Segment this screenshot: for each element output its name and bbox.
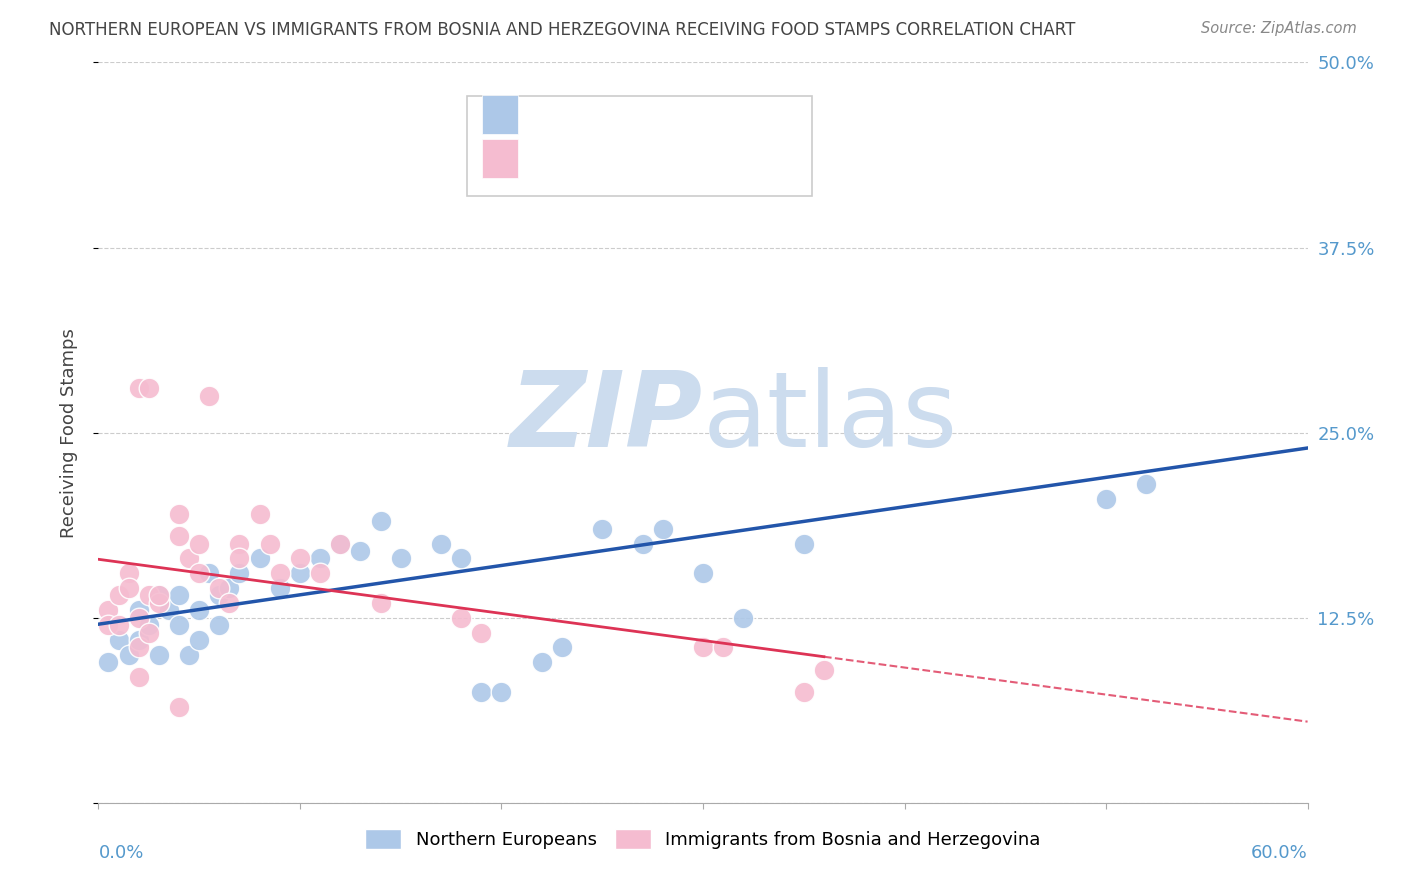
Point [228, 536, 250, 550]
Point [97, 603, 120, 617]
Point [228, 566, 250, 581]
Point [167, 618, 190, 632]
Point [288, 566, 311, 581]
Point [389, 551, 412, 566]
Point [179, 551, 201, 566]
Point [118, 566, 141, 581]
Point [470, 625, 492, 640]
Point [128, 603, 150, 617]
Point [188, 536, 211, 550]
Point [651, 522, 673, 536]
Point [631, 136, 654, 151]
Point [470, 685, 492, 699]
Text: 60.0%: 60.0% [1251, 844, 1308, 862]
Point [148, 648, 170, 662]
Point [188, 566, 211, 581]
Point [551, 640, 574, 655]
Point [138, 618, 160, 632]
Point [813, 663, 835, 677]
Point [259, 536, 281, 550]
Point [793, 536, 815, 550]
Point [208, 589, 231, 603]
Point [167, 529, 190, 543]
Point [1135, 477, 1157, 491]
Point [591, 522, 613, 536]
Point [167, 507, 190, 521]
Point [228, 551, 250, 566]
Point [148, 596, 170, 610]
Point [450, 610, 472, 624]
Point [692, 566, 714, 581]
Point [288, 551, 311, 566]
Point [218, 581, 240, 595]
Point [188, 603, 211, 617]
Point [198, 388, 221, 402]
Point [128, 610, 150, 624]
Text: atlas: atlas [703, 367, 959, 469]
Point [269, 566, 291, 581]
Point [370, 596, 392, 610]
Point [148, 589, 170, 603]
Point [218, 596, 240, 610]
Point [167, 699, 190, 714]
Point [450, 551, 472, 566]
Point [491, 685, 513, 699]
FancyBboxPatch shape [467, 95, 811, 195]
Point [309, 566, 332, 581]
Point [118, 648, 141, 662]
Point [530, 655, 553, 669]
Point [118, 581, 141, 595]
Text: Source: ZipAtlas.com: Source: ZipAtlas.com [1201, 21, 1357, 36]
Point [692, 640, 714, 655]
Point [138, 625, 160, 640]
Point [138, 381, 160, 395]
Legend: Northern Europeans, Immigrants from Bosnia and Herzegovina: Northern Europeans, Immigrants from Bosn… [359, 822, 1047, 856]
Point [249, 551, 271, 566]
Text: R = −0.094   N = 37: R = −0.094 N = 37 [533, 149, 727, 168]
Point [138, 589, 160, 603]
Point [128, 632, 150, 647]
FancyBboxPatch shape [482, 95, 517, 134]
Text: R =  0.400   N = 42: R = 0.400 N = 42 [533, 105, 717, 124]
Point [329, 536, 352, 550]
Point [107, 618, 129, 632]
Point [733, 610, 755, 624]
Point [349, 544, 371, 558]
Point [1095, 492, 1118, 507]
Point [148, 589, 170, 603]
FancyBboxPatch shape [482, 139, 517, 178]
Point [167, 589, 190, 603]
Point [188, 632, 211, 647]
Point [208, 618, 231, 632]
Point [269, 581, 291, 595]
Point [329, 536, 352, 550]
Point [249, 507, 271, 521]
Point [128, 670, 150, 684]
Point [97, 655, 120, 669]
Point [793, 685, 815, 699]
Point [128, 381, 150, 395]
Point [128, 640, 150, 655]
Point [107, 589, 129, 603]
Point [631, 536, 654, 550]
Point [430, 536, 453, 550]
Text: 0.0%: 0.0% [98, 844, 143, 862]
Text: NORTHERN EUROPEAN VS IMMIGRANTS FROM BOSNIA AND HERZEGOVINA RECEIVING FOOD STAMP: NORTHERN EUROPEAN VS IMMIGRANTS FROM BOS… [49, 21, 1076, 38]
Point [208, 581, 231, 595]
Point [157, 603, 180, 617]
Point [198, 566, 221, 581]
Point [97, 618, 120, 632]
Y-axis label: Receiving Food Stamps: Receiving Food Stamps [59, 327, 77, 538]
Text: ZIP: ZIP [510, 367, 703, 469]
Point [107, 632, 129, 647]
Point [711, 640, 734, 655]
Point [179, 648, 201, 662]
Point [370, 515, 392, 529]
Point [309, 551, 332, 566]
